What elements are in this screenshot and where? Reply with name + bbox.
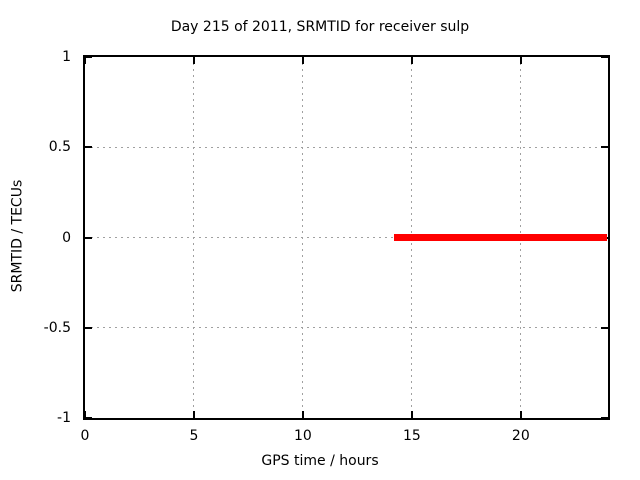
y-tick-left [85, 326, 92, 329]
x-tick-top [410, 57, 413, 64]
x-tick-label: 0 [80, 428, 90, 444]
x-tick-top [192, 57, 195, 64]
x-tick-bottom [84, 411, 86, 418]
y-tick-left [85, 146, 92, 149]
y-gridline [85, 146, 608, 148]
y-tick-label: -0.5 [43, 319, 71, 336]
y-tick-right [601, 417, 608, 419]
y-tick-label: 1 [62, 49, 71, 65]
series-line-srmtid [394, 234, 607, 241]
y-tick-left [85, 417, 92, 419]
x-tick-bottom [192, 411, 195, 418]
y-tick-right [601, 326, 608, 329]
x-tick-bottom [519, 411, 522, 418]
x-tick-top [301, 57, 304, 64]
x-tick-bottom [410, 411, 413, 418]
y-tick-label: 0 [62, 229, 71, 246]
x-tick-top [519, 57, 522, 64]
x-tick-label: 5 [189, 428, 199, 444]
x-tick-label: 10 [293, 428, 312, 444]
plot-area [83, 55, 610, 420]
x-tick-label: 20 [511, 428, 530, 444]
chart-title: Day 215 of 2011, SRMTID for receiver sul… [170, 19, 470, 35]
y-gridline [85, 237, 608, 238]
y-tick-right [601, 56, 608, 58]
y-gridline [85, 327, 608, 329]
x-axis-label: GPS time / hours [261, 453, 379, 469]
y-tick-right [601, 146, 608, 149]
x-tick-label: 15 [402, 428, 421, 444]
x-tick-bottom [301, 411, 304, 418]
x-tick-top [84, 57, 86, 64]
y-tick-label: -1 [57, 410, 71, 426]
y-tick-label: 0.5 [48, 139, 71, 156]
y-tick-left [85, 56, 92, 58]
y-tick-left [85, 236, 92, 239]
